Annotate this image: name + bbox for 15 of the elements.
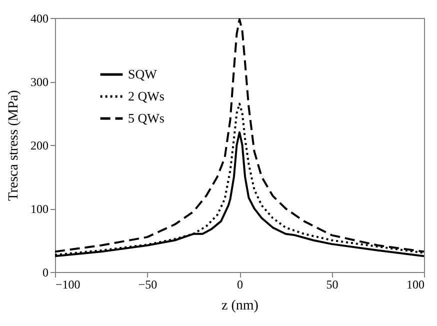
x-tick-label: 100: [406, 278, 424, 292]
y-tick-label: 100: [30, 202, 48, 216]
x-tick-label: 50: [326, 278, 338, 292]
x-tick-label: −50: [138, 278, 158, 292]
y-tick-label: 300: [30, 75, 48, 89]
legend-label: 5 QWs: [128, 110, 164, 126]
legend-label: 2 QWs: [128, 88, 164, 104]
y-tick-label: 400: [30, 12, 48, 26]
y-tick-label: 0: [42, 266, 48, 280]
x-tick-label: −100: [56, 278, 80, 292]
y-tick-label: 200: [30, 138, 48, 152]
legend-label: SQW: [128, 66, 158, 82]
x-tick-label: 0: [237, 278, 243, 292]
y-axis-title: Tresca stress (MPa): [6, 90, 22, 201]
x-axis-title: z (nm): [222, 298, 259, 314]
